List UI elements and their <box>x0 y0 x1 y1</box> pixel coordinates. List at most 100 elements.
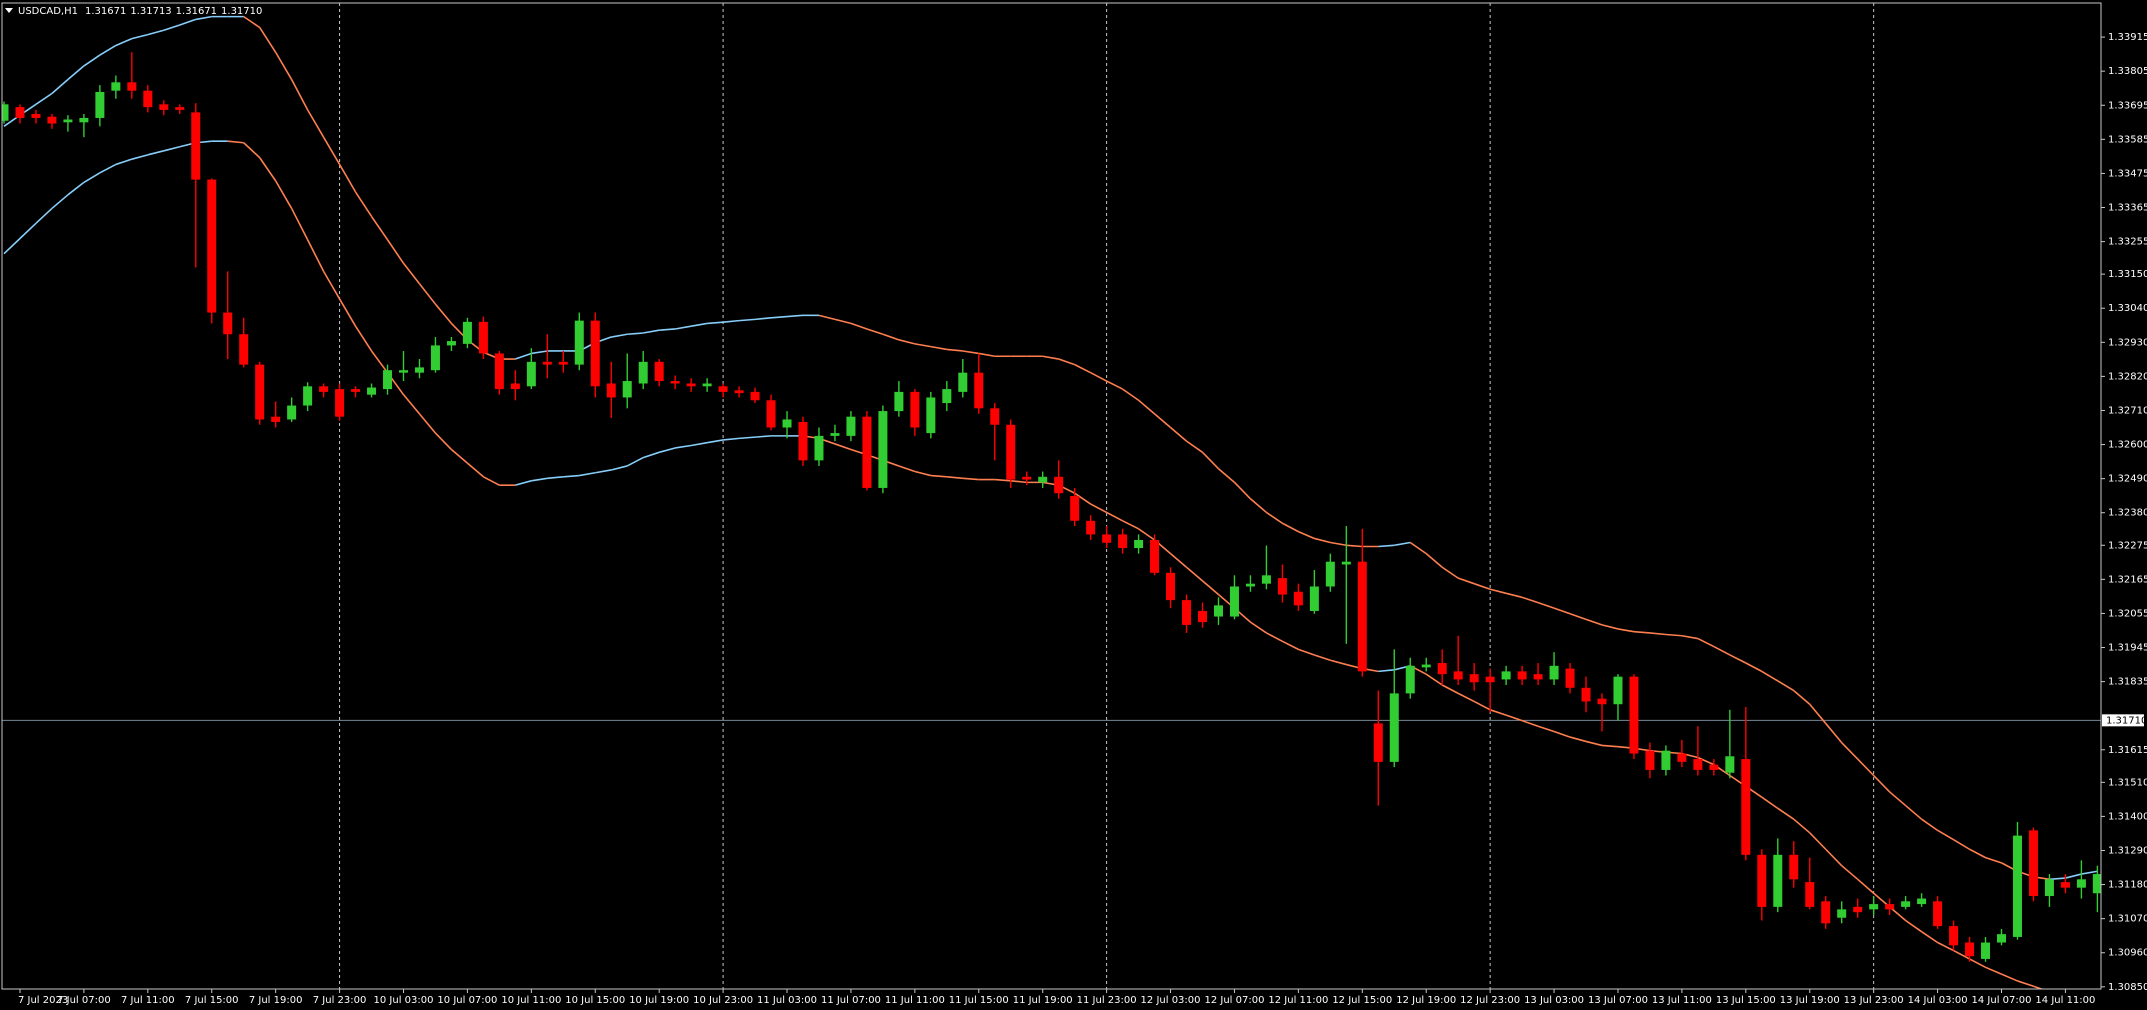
band-segment <box>1777 680 1795 692</box>
band-segment <box>962 477 979 481</box>
header-low: 1.31671 <box>176 6 217 17</box>
band-segment <box>483 476 500 486</box>
band-segment <box>434 303 453 324</box>
band-segment <box>115 37 133 47</box>
band-segment <box>1889 791 1907 807</box>
candle-body <box>1853 906 1863 913</box>
candle-body <box>1245 583 1255 587</box>
band-segment <box>1873 774 1891 793</box>
band-segment <box>1170 553 1188 568</box>
candle-body <box>1485 676 1495 683</box>
candle-body <box>287 405 297 420</box>
band-segment <box>1394 541 1411 547</box>
y-tick-label: 1.33915 <box>2108 32 2147 43</box>
candle-body <box>862 416 872 488</box>
candle-body <box>1469 674 1479 683</box>
x-tick-label: 14 Jul 07:00 <box>1972 995 2032 1006</box>
candle-body <box>478 321 488 354</box>
candle-body <box>351 389 361 392</box>
y-tick-label: 1.32165 <box>2108 574 2147 585</box>
x-tick-label: 10 Jul 19:00 <box>629 995 689 1006</box>
band-segment <box>1425 673 1443 686</box>
x-tick-label: 12 Jul 15:00 <box>1332 995 1392 1006</box>
band-segment <box>818 314 836 321</box>
x-tick-label: 10 Jul 15:00 <box>565 995 625 1006</box>
band-segment <box>1585 740 1603 747</box>
y-tick-label: 1.33585 <box>2108 134 2147 145</box>
band-segment <box>1553 607 1571 615</box>
candle-body <box>1022 476 1032 480</box>
candle-body <box>2092 874 2101 894</box>
candle-body <box>654 361 664 382</box>
band-segment <box>1857 878 1875 894</box>
candle-body <box>383 370 393 390</box>
x-tick-label: 12 Jul 07:00 <box>1204 995 1264 1006</box>
band-segment <box>930 345 947 351</box>
candle-body <box>1741 759 1751 855</box>
band-segment <box>1825 722 1843 744</box>
band-segment <box>739 318 756 322</box>
band-segment <box>1217 468 1235 483</box>
candle-body <box>1086 520 1096 535</box>
band-segment <box>1905 919 1923 933</box>
band-segment <box>866 328 884 336</box>
x-tick-label: 11 Jul 03:00 <box>757 995 817 1006</box>
band-segment <box>786 314 804 318</box>
candle-body <box>1725 756 1735 773</box>
band-segment <box>243 15 261 29</box>
band-segment <box>1378 544 1395 548</box>
band-segment <box>1122 388 1140 401</box>
candle-body <box>2044 879 2054 897</box>
candle-body <box>367 387 377 395</box>
band-segment <box>402 394 421 415</box>
candle-body <box>1198 610 1207 623</box>
candle-body <box>239 334 249 365</box>
candle-body <box>622 381 632 398</box>
band-segment <box>595 469 612 474</box>
band-segment <box>83 54 101 67</box>
candle-body <box>1166 572 1176 601</box>
candle-body <box>127 82 137 91</box>
candle-body <box>1373 723 1383 762</box>
band-segment <box>642 451 660 459</box>
band-segment <box>1985 856 2002 864</box>
band-segment <box>83 172 101 184</box>
candle-body <box>1070 496 1080 521</box>
candle-body <box>1501 671 1511 680</box>
candle-body <box>1645 750 1655 770</box>
x-tick-label: 10 Jul 07:00 <box>437 995 497 1006</box>
candle-body <box>15 107 25 118</box>
band-segment <box>1186 566 1204 582</box>
x-tick-label: 11 Jul 07:00 <box>821 995 881 1006</box>
candle-body <box>942 389 952 404</box>
band-segment <box>1201 580 1219 596</box>
band-segment <box>1681 634 1699 640</box>
band-segment <box>611 333 628 338</box>
band-segment <box>1457 692 1475 703</box>
x-tick-label: 11 Jul 11:00 <box>885 995 945 1006</box>
band-segment <box>1330 659 1347 666</box>
candle-body <box>1533 674 1543 680</box>
y-tick-label: 1.31510 <box>2108 777 2147 788</box>
x-tick-label: 12 Jul 03:00 <box>1141 995 1201 1006</box>
candle-body <box>878 411 888 488</box>
band-segment <box>1713 645 1731 656</box>
candle-body <box>1693 759 1703 770</box>
candle-body <box>1901 901 1911 907</box>
candle-body <box>606 383 616 398</box>
x-tick-label: 7 Jul 23:00 <box>313 995 367 1006</box>
candle-body <box>1597 698 1607 705</box>
band-segment <box>1122 520 1139 530</box>
band-segment <box>1969 848 1986 859</box>
band-segment <box>675 444 692 449</box>
y-tick-label: 1.32275 <box>2108 540 2147 551</box>
band-segment <box>898 465 916 473</box>
candle-body <box>47 116 57 124</box>
candle-body <box>1821 901 1831 924</box>
symbol-menu-icon[interactable] <box>5 8 13 13</box>
x-tick-label: 11 Jul 15:00 <box>949 995 1009 1006</box>
band-segment <box>1346 544 1363 548</box>
candle-body <box>175 107 185 110</box>
band-segment <box>1649 632 1666 636</box>
candle-body <box>1421 664 1431 668</box>
